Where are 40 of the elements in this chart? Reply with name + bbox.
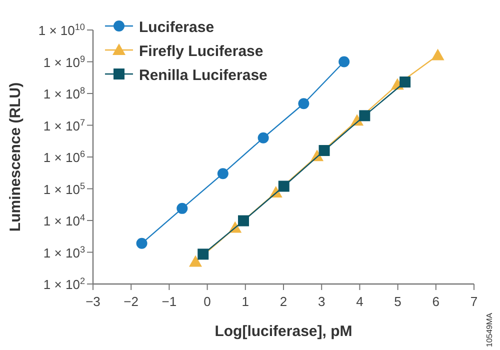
x-tick-label: 2 — [280, 294, 288, 309]
x-tick-label: −3 — [86, 294, 100, 309]
y-tick-label: 1 × 10$^{4}$ — [43, 212, 85, 228]
y-tick-label: 1 × 10$^{9}$ — [43, 54, 85, 70]
y-tick-label: 1 × 10$^{10}$ — [38, 22, 85, 38]
x-tick-label: 6 — [432, 294, 440, 309]
y-axis-title: Luminescence (RLU) — [7, 82, 24, 232]
point — [136, 238, 148, 249]
point — [298, 98, 310, 110]
point — [338, 56, 350, 68]
point — [238, 215, 249, 226]
point — [431, 48, 444, 60]
point — [258, 132, 269, 144]
y-tick-label: 1 × 10$^{2}$ — [43, 276, 85, 292]
y-tick-label: 1 × 10$^{5}$ — [43, 180, 85, 197]
point — [217, 168, 228, 180]
x-tick-label: 4 — [356, 294, 364, 309]
y-tick-label: 1 × 10$^{6}$ — [43, 149, 85, 165]
x-tick-label: −2 — [124, 294, 139, 309]
x-tick-label: 3 — [318, 294, 326, 309]
legend-label: Luciferase — [139, 19, 214, 36]
y-tick-label: 1 × 10$^{8}$ — [43, 86, 85, 102]
point — [400, 76, 411, 88]
point — [198, 248, 209, 260]
point — [278, 180, 290, 192]
point — [188, 255, 202, 267]
x-tick-label: 7 — [470, 294, 478, 309]
x-axis-title: Log[luciferase], pM — [214, 323, 352, 340]
point — [359, 110, 370, 122]
point — [176, 202, 188, 214]
x-tick-label: 0 — [204, 294, 211, 309]
x-tick-label: 1 — [242, 294, 250, 309]
x-tick-label: 5 — [394, 294, 402, 309]
legend-label: Renilla Luciferase — [139, 67, 268, 84]
y-tick-label: 1 × 10$^{3}$ — [43, 244, 85, 260]
text: 10549MA — [485, 312, 494, 348]
y-tick-label: 1 × 10$^{7}$ — [43, 117, 85, 134]
x-tick-label: −1 — [162, 294, 177, 309]
legend-label: Firefly Luciferase — [139, 43, 264, 60]
point — [318, 145, 330, 156]
